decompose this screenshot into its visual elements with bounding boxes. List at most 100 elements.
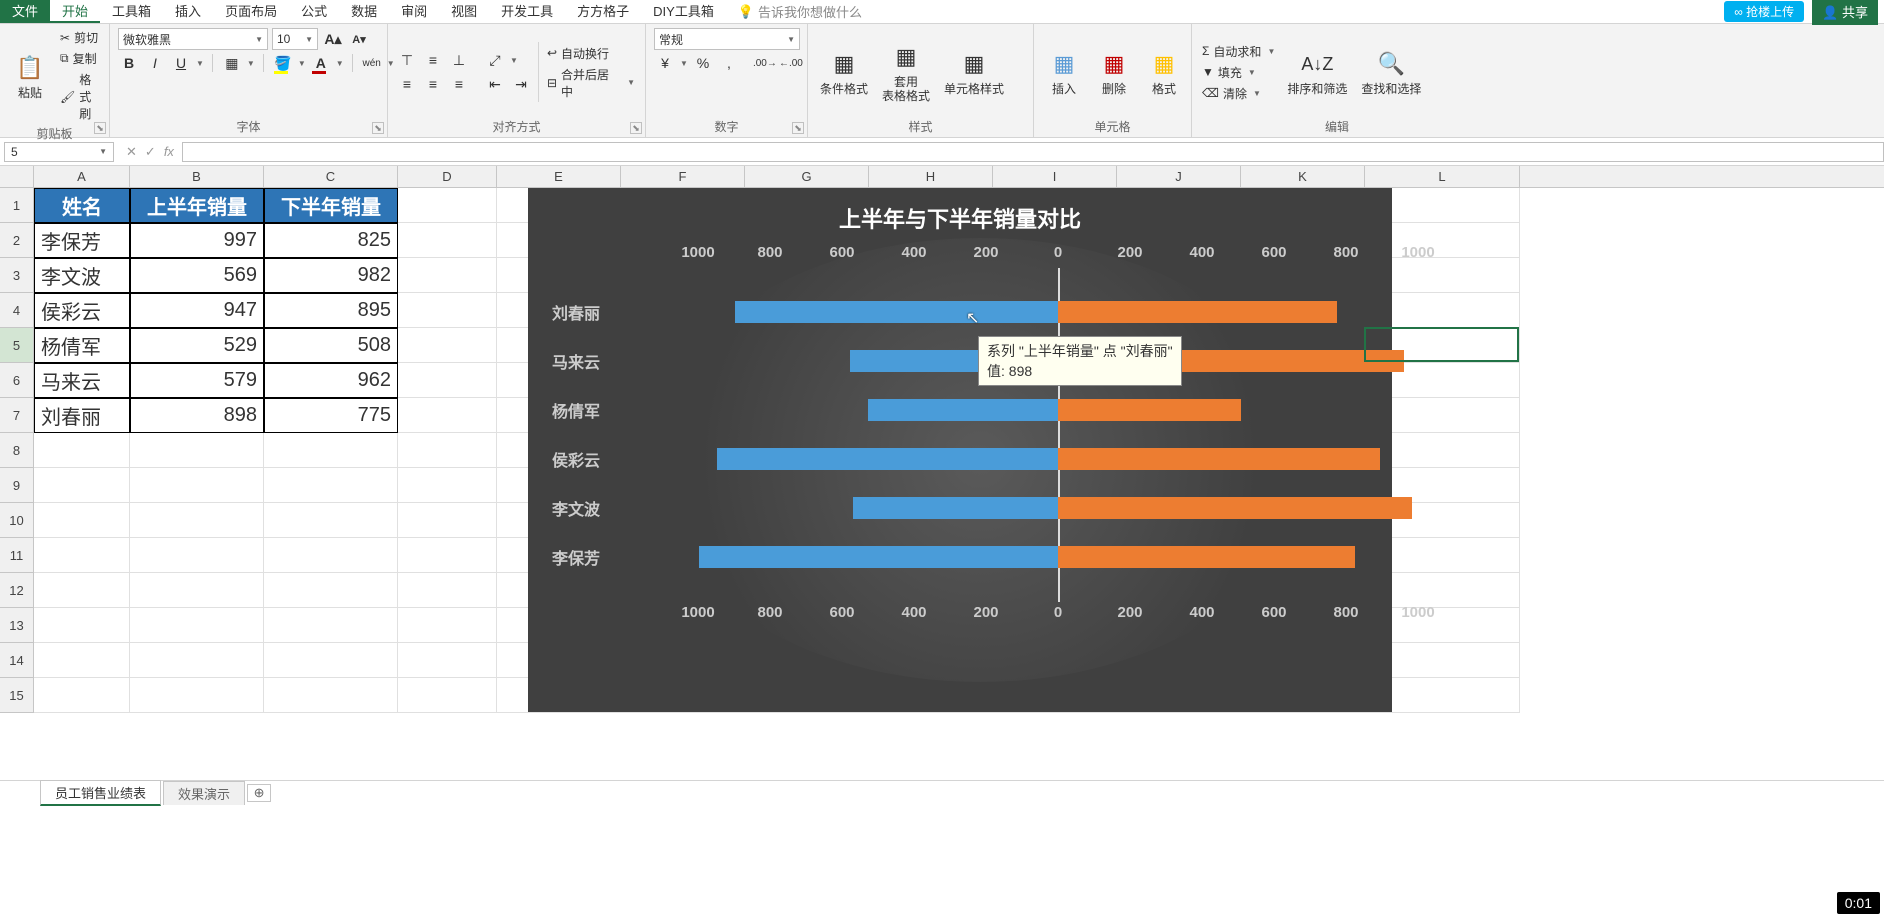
cell-B4[interactable]: 947 (130, 293, 264, 328)
column-header-B[interactable]: B (130, 166, 264, 187)
cell-B2[interactable]: 997 (130, 223, 264, 258)
orientation-icon[interactable]: ⤢ (484, 49, 506, 71)
font-size-combo[interactable]: 10▼ (272, 28, 318, 50)
cell-D15[interactable] (398, 678, 497, 713)
row-header-11[interactable]: 11 (0, 538, 34, 573)
underline-button[interactable]: U (170, 52, 192, 74)
column-header-D[interactable]: D (398, 166, 497, 187)
column-header-L[interactable]: L (1365, 166, 1520, 187)
tab-开始[interactable]: 开始 (50, 0, 100, 23)
cell-B12[interactable] (130, 573, 264, 608)
row-header-4[interactable]: 4 (0, 293, 34, 328)
cell-C7[interactable]: 775 (264, 398, 398, 433)
cancel-formula-icon[interactable]: ✕ (126, 144, 137, 160)
cell-D8[interactable] (398, 433, 497, 468)
tab-公式[interactable]: 公式 (289, 0, 339, 23)
column-header-F[interactable]: F (621, 166, 745, 187)
cell-A9[interactable] (34, 468, 130, 503)
bar-right-李保芳[interactable] (1058, 546, 1355, 568)
fx-icon[interactable]: fx (164, 144, 174, 159)
row-header-13[interactable]: 13 (0, 608, 34, 643)
font-name-combo[interactable]: 微软雅黑▼ (118, 28, 268, 50)
cell-C11[interactable] (264, 538, 398, 573)
percent-icon[interactable]: % (692, 52, 714, 74)
format-as-table-button[interactable]: ▦套用 表格格式 (878, 39, 934, 105)
indent-decrease-icon[interactable]: ⇤ (484, 73, 506, 95)
font-launcher[interactable]: ⬊ (372, 122, 384, 134)
row-header-15[interactable]: 15 (0, 678, 34, 713)
align-launcher[interactable]: ⬊ (630, 122, 642, 134)
cell-B11[interactable] (130, 538, 264, 573)
phonetic-button[interactable]: wén (361, 52, 383, 74)
cell-C5[interactable]: 508 (264, 328, 398, 363)
format-cells-button[interactable]: ▦格式 (1142, 46, 1186, 98)
new-sheet-button[interactable]: ⊕ (247, 784, 271, 802)
align-middle-icon[interactable]: ≡ (422, 49, 444, 71)
row-header-1[interactable]: 1 (0, 188, 34, 223)
cell-C4[interactable]: 895 (264, 293, 398, 328)
font-color-button[interactable]: A (310, 52, 332, 74)
tell-me[interactable]: 💡 告诉我你想做什么 (738, 0, 862, 23)
cell-B9[interactable] (130, 468, 264, 503)
cell-B13[interactable] (130, 608, 264, 643)
comma-icon[interactable]: , (718, 52, 740, 74)
tab-开发工具[interactable]: 开发工具 (489, 0, 565, 23)
bar-left-刘春丽[interactable] (735, 301, 1058, 323)
cell-A11[interactable] (34, 538, 130, 573)
cell-D11[interactable] (398, 538, 497, 573)
cell-B6[interactable]: 579 (130, 363, 264, 398)
tab-插入[interactable]: 插入 (163, 0, 213, 23)
cell-D2[interactable] (398, 223, 497, 258)
row-header-7[interactable]: 7 (0, 398, 34, 433)
cell-C12[interactable] (264, 573, 398, 608)
column-header-G[interactable]: G (745, 166, 869, 187)
sheet-tab-员工销售业绩表[interactable]: 员工销售业绩表 (40, 780, 161, 806)
cell-A10[interactable] (34, 503, 130, 538)
select-all-corner[interactable] (0, 166, 34, 187)
cell-B5[interactable]: 529 (130, 328, 264, 363)
tab-页面布局[interactable]: 页面布局 (213, 0, 289, 23)
align-top-icon[interactable]: ⊤ (396, 49, 418, 71)
bar-left-李保芳[interactable] (699, 546, 1058, 568)
cell-B3[interactable]: 569 (130, 258, 264, 293)
tab-审阅[interactable]: 审阅 (389, 0, 439, 23)
row-header-2[interactable]: 2 (0, 223, 34, 258)
accept-formula-icon[interactable]: ✓ (145, 144, 156, 160)
row-header-9[interactable]: 9 (0, 468, 34, 503)
cell-D3[interactable] (398, 258, 497, 293)
fill-color-button[interactable]: 🪣 (272, 52, 294, 74)
fill-button[interactable]: ▼填充▼ (1200, 63, 1277, 82)
cell-D6[interactable] (398, 363, 497, 398)
tab-工具箱[interactable]: 工具箱 (100, 0, 163, 23)
paste-button[interactable]: 📋 粘贴 (8, 50, 52, 102)
align-left-icon[interactable]: ≡ (396, 73, 418, 95)
share-button[interactable]: 👤 共享 (1812, 0, 1878, 25)
bar-right-侯彩云[interactable] (1058, 448, 1380, 470)
tab-DIY工具箱[interactable]: DIY工具箱 (641, 0, 726, 23)
formula-input[interactable] (182, 142, 1884, 162)
cell-A8[interactable] (34, 433, 130, 468)
bar-left-杨倩军[interactable] (868, 399, 1058, 421)
insert-cells-button[interactable]: ▦插入 (1042, 46, 1086, 98)
cell-C9[interactable] (264, 468, 398, 503)
cell-A12[interactable] (34, 573, 130, 608)
column-header-I[interactable]: I (993, 166, 1117, 187)
indent-increase-icon[interactable]: ⇥ (510, 73, 532, 95)
cell-A13[interactable] (34, 608, 130, 643)
bar-left-李文波[interactable] (853, 497, 1058, 519)
format-painter-button[interactable]: 🖌格式刷 (58, 70, 101, 123)
column-header-C[interactable]: C (264, 166, 398, 187)
cell-A6[interactable]: 马来云 (34, 363, 130, 398)
copy-button[interactable]: ⧉复制 (58, 49, 101, 68)
row-header-10[interactable]: 10 (0, 503, 34, 538)
cell-styles-button[interactable]: ▦单元格样式 (940, 46, 1008, 98)
cell-C8[interactable] (264, 433, 398, 468)
cell-C2[interactable]: 825 (264, 223, 398, 258)
find-select-button[interactable]: 🔍查找和选择 (1357, 46, 1425, 98)
tab-视图[interactable]: 视图 (439, 0, 489, 23)
cell-D4[interactable] (398, 293, 497, 328)
cell-B15[interactable] (130, 678, 264, 713)
italic-button[interactable]: I (144, 52, 166, 74)
column-header-E[interactable]: E (497, 166, 621, 187)
cell-A2[interactable]: 李保芳 (34, 223, 130, 258)
